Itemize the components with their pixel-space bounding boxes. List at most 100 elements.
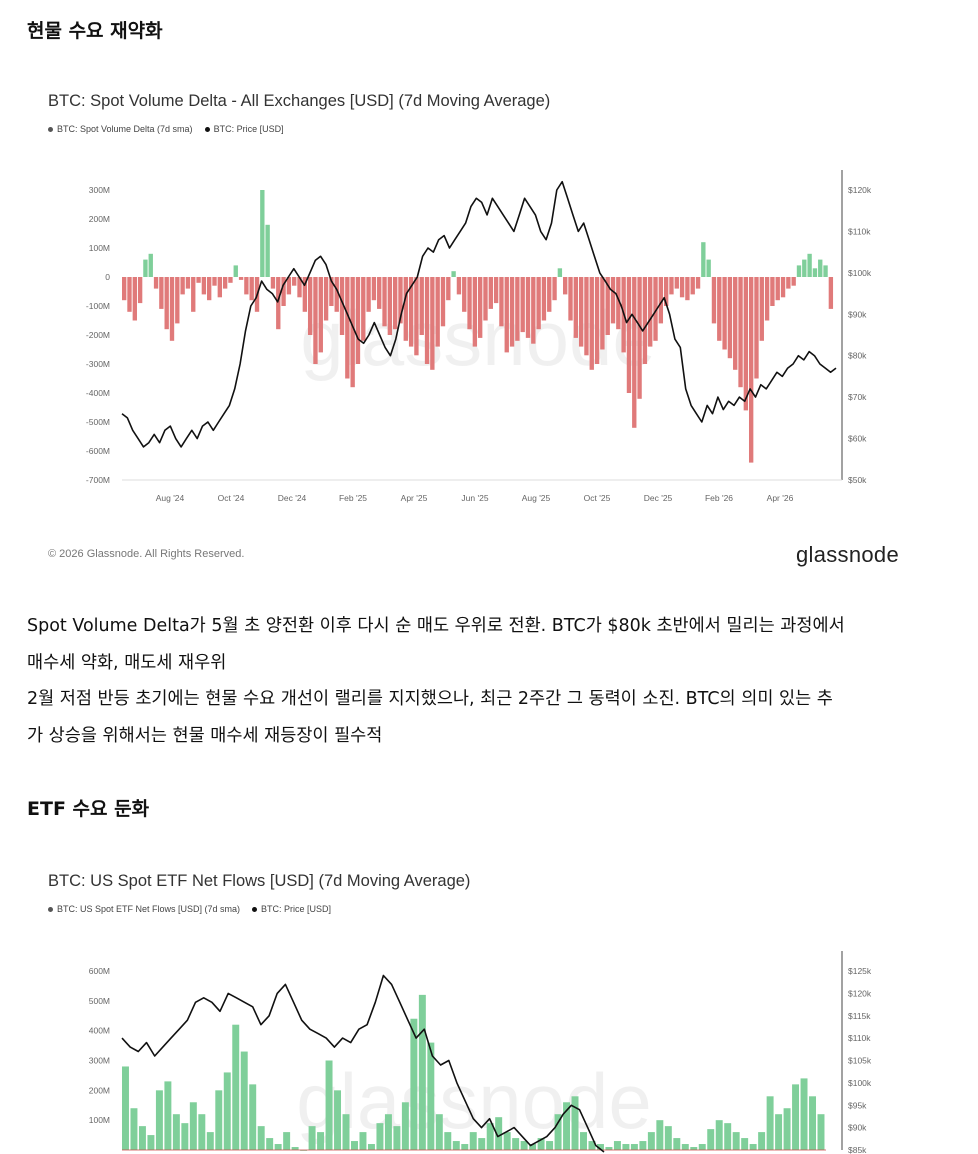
bar [775,1114,783,1150]
bar [302,277,308,312]
bar [738,277,743,388]
chart-legend: BTC: US Spot ETF Net Flows [USD] (7d sma… [48,904,331,914]
bar [647,1132,655,1150]
bar [164,1081,172,1150]
bar [308,1126,316,1150]
bar [791,277,796,286]
y-left-tick-label: -400M [86,388,110,398]
bar [281,277,286,306]
bar [711,277,717,324]
bar [690,277,695,295]
bar [451,271,456,277]
bar [350,277,355,388]
bar [382,277,387,327]
bar [792,1084,800,1150]
bar [435,277,440,347]
bar [707,1129,715,1150]
bar [669,277,674,295]
bar [127,277,132,312]
bar [783,1108,791,1150]
bar [467,277,472,330]
bar [610,277,616,324]
bar [554,1114,562,1150]
bar [605,277,610,335]
y-left-tick-label: 300M [89,1056,110,1066]
y-left-tick-label: 600M [89,966,110,976]
bar [584,277,589,356]
bar [387,277,393,335]
bar [180,277,185,295]
bar [232,1024,240,1150]
bar [469,1132,477,1150]
y-right-tick-label: $80k [848,351,867,361]
bar [495,1117,503,1150]
bar [418,994,426,1150]
bar [249,277,254,301]
bar [291,1147,299,1150]
bar [664,1126,672,1150]
y-left-tick-label: -200M [86,330,110,340]
y-left-tick-label: 300M [89,185,110,195]
bar [685,277,690,301]
x-tick-label: Apr '26 [767,493,794,503]
paragraph-line: Spot Volume Delta가 5월 초 양전환 이후 다시 순 매도 우… [27,616,845,636]
x-tick-label: Dec '25 [644,493,673,503]
x-tick-label: Jun '25 [461,493,488,503]
bar [392,277,398,330]
analysis-paragraph: Spot Volume Delta가 5월 초 양전환 이후 다시 순 매도 우… [27,608,947,754]
bar [164,277,169,330]
y-left-tick-label: -500M [86,417,110,427]
bar [122,1066,129,1150]
bar [414,277,419,356]
bar [223,1072,231,1150]
bar [493,277,499,304]
spot-volume-delta-chart: glassnode300M200M100M0-100M-200M-300M-40… [86,170,872,503]
bar [580,1132,587,1150]
bar [307,277,313,335]
bar [137,277,143,304]
bar [143,259,148,277]
bar [212,277,217,286]
bar [701,242,706,277]
y-right-tick-label: $60k [848,434,867,444]
bar [367,1144,375,1150]
bar [817,1114,825,1150]
bar [334,1090,342,1150]
bar [175,277,180,324]
bar [605,1147,613,1150]
bar [462,277,467,312]
bar [233,265,238,277]
paragraph-line: 매수세 약화, 매도세 재우위 [27,652,227,673]
y-right-tick-label: $85k [848,1145,867,1154]
bar [408,277,414,347]
bar [456,277,462,295]
bar [419,277,424,335]
bar [766,1096,774,1150]
bar [552,277,557,301]
y-right-tick-label: $70k [848,392,867,402]
y-left-tick-label: 100M [89,243,110,253]
bar [297,277,302,298]
bar [770,277,775,306]
bar [155,1090,163,1150]
bar [557,268,563,277]
bar [743,277,749,411]
bar [658,277,664,324]
bar [215,1090,223,1150]
y-left-tick-label: -600M [86,446,110,456]
legend-item-price: BTC: Price [USD] [252,904,331,914]
bar [276,277,281,330]
bar [828,277,834,309]
bar [715,1120,723,1150]
bar [430,277,435,370]
copyright-text: © 2026 Glassnode. All Rights Reserved. [48,548,245,560]
bar [588,1141,596,1150]
x-tick-label: Apr '25 [401,493,428,503]
y-right-tick-label: $120k [848,185,872,195]
bar [361,277,366,341]
bar [690,1147,698,1150]
bar [260,190,265,277]
legend-item-delta: BTC: Spot Volume Delta (7d sma) [48,124,193,134]
bar [520,277,525,333]
bar [339,277,345,335]
